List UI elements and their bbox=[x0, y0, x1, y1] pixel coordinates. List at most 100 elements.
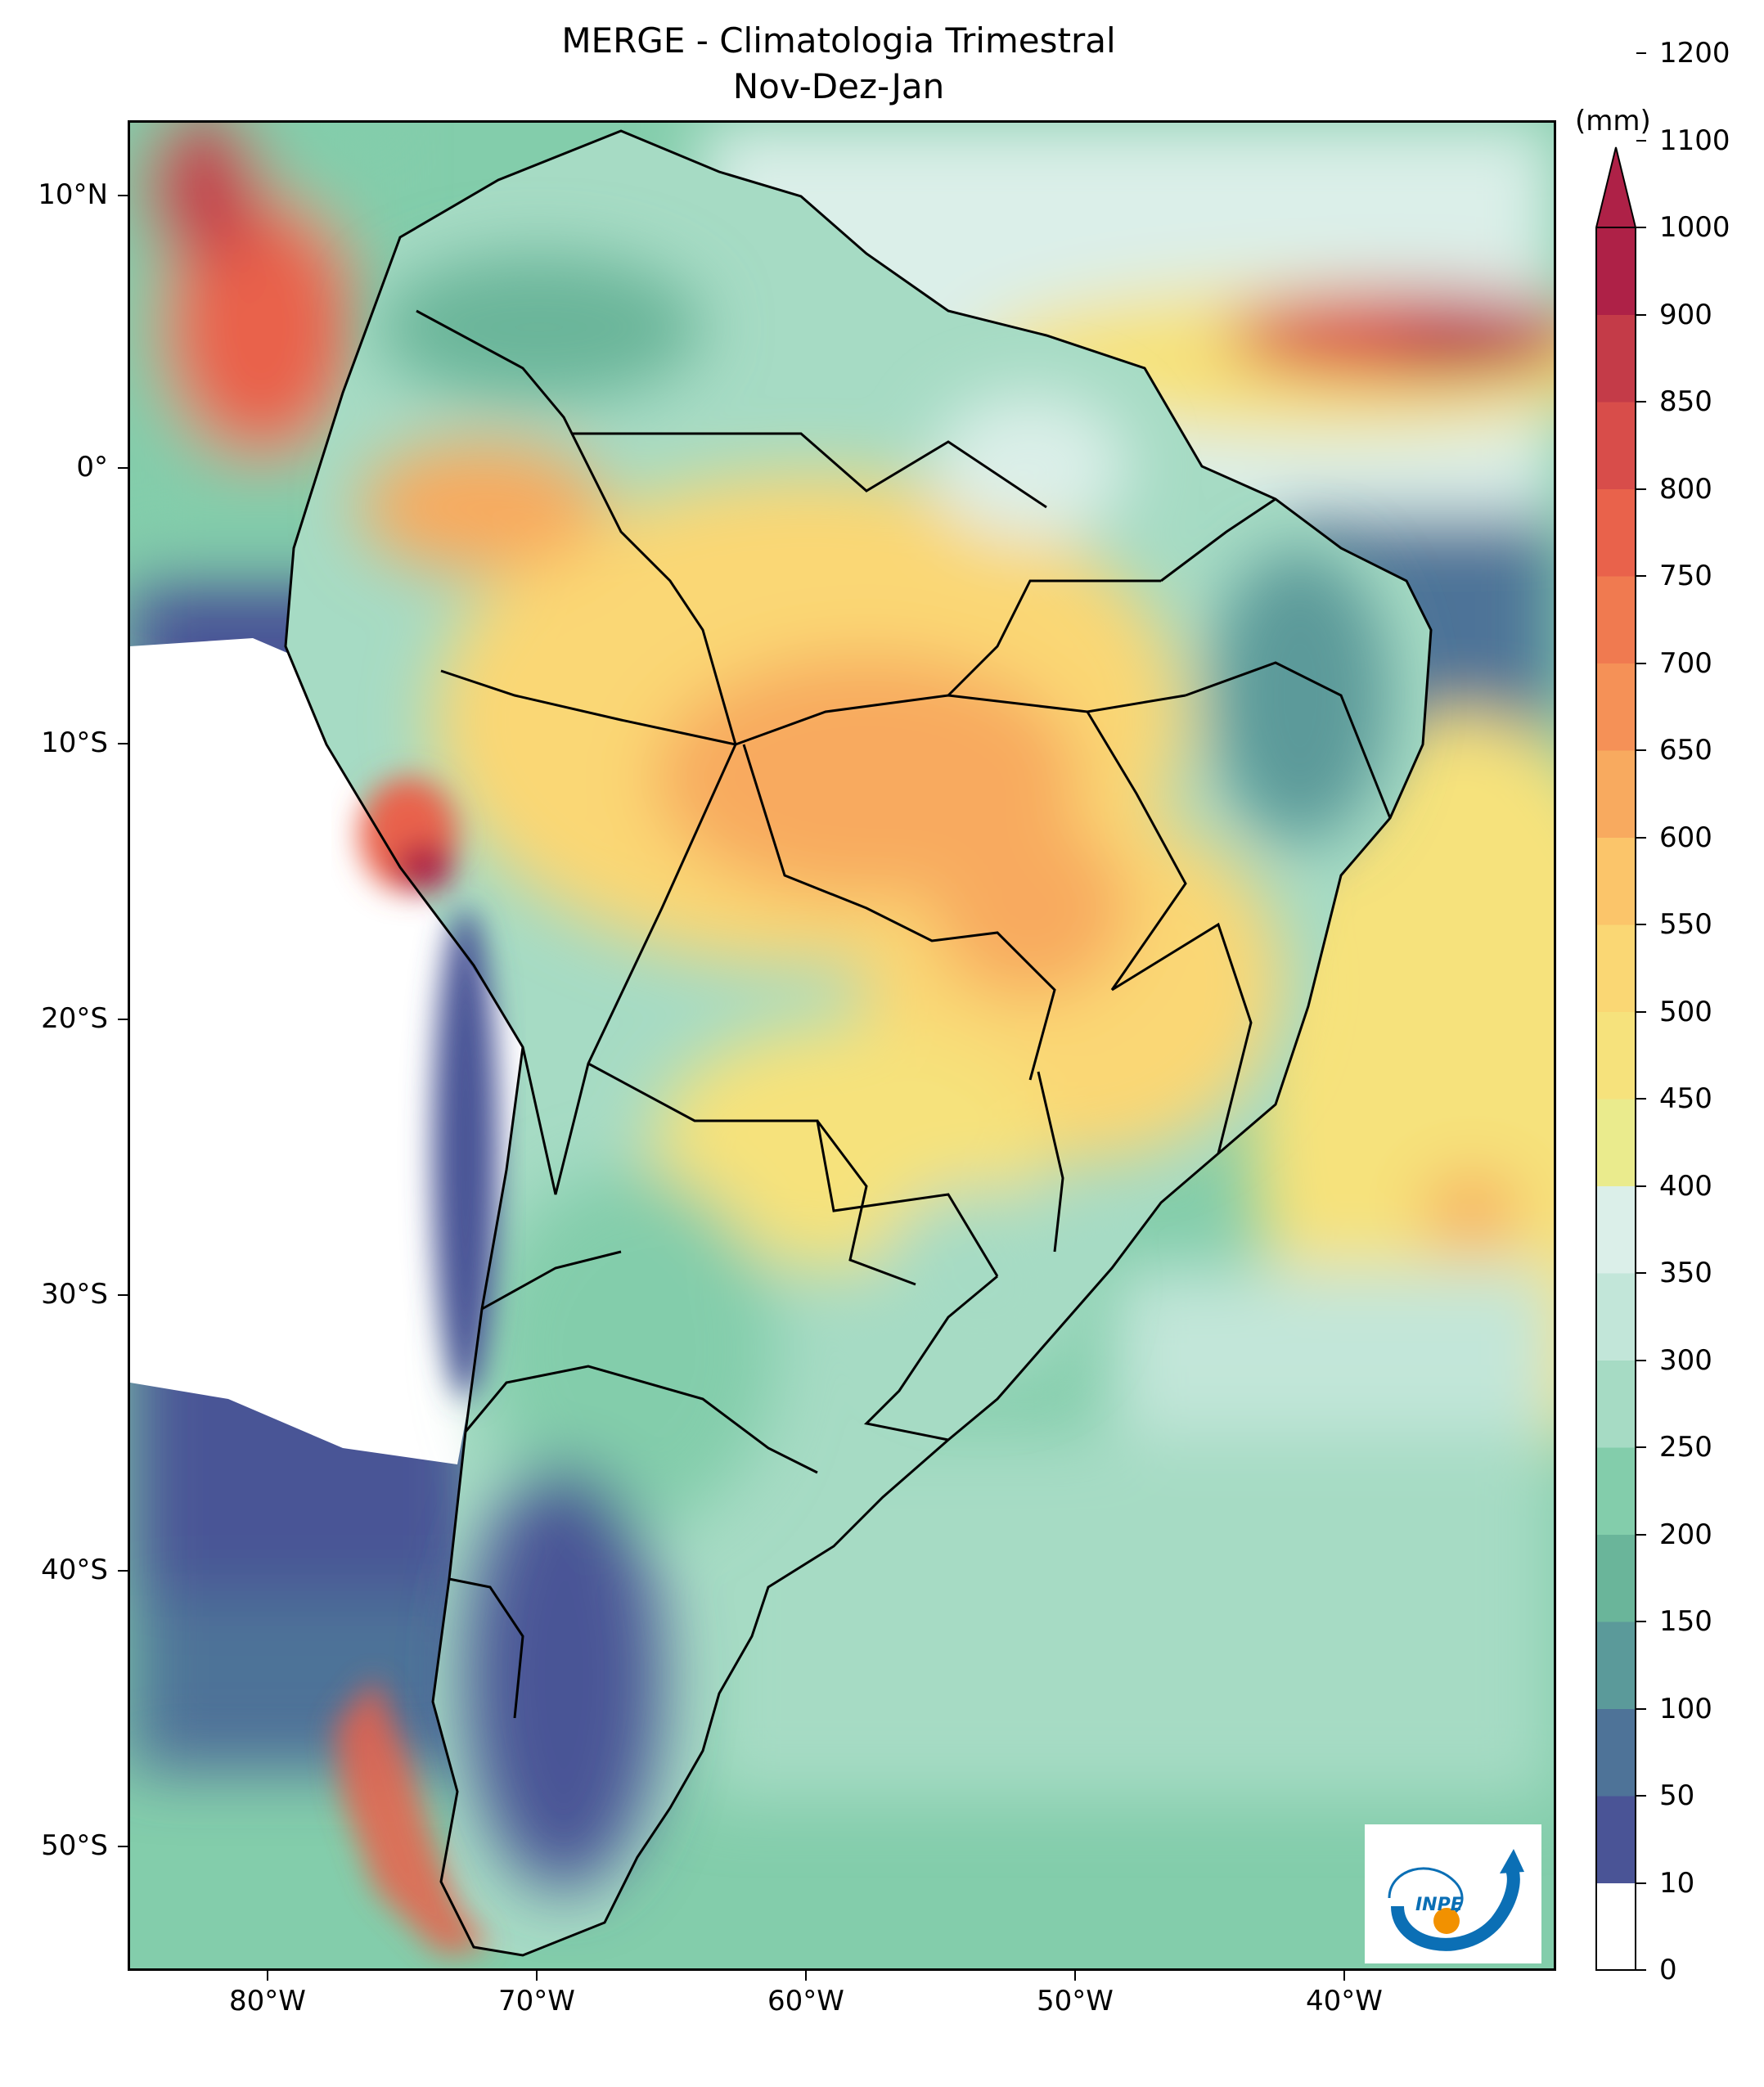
colorbar-tick bbox=[1636, 227, 1646, 228]
colorbar-tick bbox=[1636, 575, 1646, 577]
lat-tick-30s bbox=[118, 1294, 128, 1296]
south-america-land bbox=[286, 131, 1431, 1955]
lon-tick-60w bbox=[805, 1971, 807, 1981]
lat-tick-50s bbox=[118, 1846, 128, 1847]
map-subtitle: Nov-Dez-Jan bbox=[732, 66, 945, 106]
colorbar-bin-13 bbox=[1596, 750, 1636, 838]
colorbar-tick bbox=[1636, 749, 1646, 751]
lat-tick-10n bbox=[118, 195, 128, 196]
colorbar-tick-label: 1100 bbox=[1659, 124, 1730, 157]
lon-tick-50w bbox=[1074, 1971, 1076, 1981]
colorbar-tick bbox=[1636, 1185, 1646, 1187]
colorbar-tick-label: 350 bbox=[1659, 1257, 1712, 1289]
logo-arrow bbox=[1500, 1849, 1524, 1873]
colorbar-tick bbox=[1636, 662, 1646, 664]
colorbar-bin-5 bbox=[1596, 1447, 1636, 1535]
inpe-logo: INPE bbox=[1365, 1824, 1541, 1963]
precipitation-map bbox=[128, 120, 1556, 1971]
lat-label-30s: 30°S bbox=[41, 1278, 108, 1311]
colorbar-bin-16 bbox=[1596, 488, 1636, 577]
colorbar-tick-label: 700 bbox=[1659, 646, 1712, 680]
colorbar-tick bbox=[1636, 1098, 1646, 1100]
lat-label-10s: 10°S bbox=[41, 726, 108, 759]
colorbar-bin-9 bbox=[1596, 1099, 1636, 1186]
colorbar-tick bbox=[1636, 1533, 1646, 1536]
colorbar-tick-label: 550 bbox=[1659, 908, 1712, 941]
lon-label-80w: 80°W bbox=[229, 1985, 306, 2017]
lon-label-60w: 60°W bbox=[767, 1985, 844, 2017]
colorbar-bin-18 bbox=[1596, 314, 1636, 403]
colorbar-tick-label: 750 bbox=[1659, 560, 1712, 592]
colorbar-tick bbox=[1636, 1795, 1646, 1797]
colorbar-tick bbox=[1636, 52, 1646, 54]
colorbar-tick bbox=[1636, 488, 1646, 490]
colorbar-tick bbox=[1636, 836, 1646, 839]
colorbar-bin-3 bbox=[1596, 1621, 1636, 1709]
colorbar-tick-label: 10 bbox=[1659, 1866, 1695, 1900]
colorbar-tick bbox=[1636, 924, 1646, 925]
colorbar-tick-label: 100 bbox=[1659, 1692, 1712, 1725]
lon-tick-80w bbox=[267, 1971, 268, 1981]
colorbar-bin-7 bbox=[1596, 1273, 1636, 1361]
colorbar-tick-label: 200 bbox=[1659, 1518, 1712, 1551]
colorbar-tick-label: 650 bbox=[1659, 734, 1712, 767]
colorbar-bin-6 bbox=[1596, 1360, 1636, 1448]
colorbar-tick-label: 900 bbox=[1659, 298, 1712, 331]
colorbar-tick bbox=[1636, 1882, 1646, 1884]
colorbar-tick-label: 1200 bbox=[1659, 37, 1730, 70]
colorbar-tick-label: 500 bbox=[1659, 995, 1712, 1028]
colorbar-tick bbox=[1636, 1707, 1646, 1710]
inpe-logo-graphic: INPE bbox=[1388, 1849, 1524, 1951]
colorbar-tick-label: 250 bbox=[1659, 1431, 1712, 1464]
borders bbox=[284, 129, 1433, 1957]
colorbar-bin-19 bbox=[1596, 227, 1636, 315]
map-title: MERGE - Climatologia Trimestral bbox=[561, 20, 1116, 61]
colorbar-unit: (mm) bbox=[1575, 105, 1651, 137]
colorbar-extend-arrow bbox=[1595, 146, 1636, 228]
colorbar-tick-label: 450 bbox=[1659, 1082, 1712, 1115]
lat-label-40s: 40°S bbox=[41, 1554, 108, 1586]
colorbar-tick-label: 850 bbox=[1659, 385, 1712, 418]
lat-tick-0 bbox=[118, 467, 128, 469]
colorbar-bin-8 bbox=[1596, 1185, 1636, 1274]
colorbar-bin-0 bbox=[1596, 1882, 1636, 1971]
lat-label-0: 0° bbox=[76, 451, 108, 484]
colorbar-tick bbox=[1636, 1359, 1646, 1361]
lat-tick-20s bbox=[118, 1019, 128, 1020]
colorbar-outline bbox=[1595, 227, 1636, 1971]
logo-text: INPE bbox=[1415, 1895, 1463, 1915]
colorbar-tick-label: 150 bbox=[1659, 1605, 1712, 1638]
lon-label-70w: 70°W bbox=[498, 1985, 575, 2017]
lon-label-50w: 50°W bbox=[1037, 1985, 1114, 2017]
colorbar-tick bbox=[1636, 139, 1646, 142]
lon-tick-40w bbox=[1343, 1971, 1345, 1981]
colorbar-tick-label: 400 bbox=[1659, 1169, 1712, 1203]
logo-orbit bbox=[1388, 1867, 1464, 1916]
colorbar-bin-1 bbox=[1596, 1796, 1636, 1883]
colorbar-tick-label: 800 bbox=[1659, 472, 1712, 506]
colorbar-tick bbox=[1636, 1010, 1646, 1013]
colorbar-bin-10 bbox=[1596, 1011, 1636, 1100]
colorbar-bin-12 bbox=[1596, 837, 1636, 925]
colorbar-tick-label: 50 bbox=[1659, 1779, 1695, 1812]
colorbar-tick bbox=[1636, 401, 1646, 403]
lat-label-10n: 10°N bbox=[38, 178, 108, 211]
lon-label-40w: 40°W bbox=[1306, 1985, 1383, 2017]
colorbar-tick-label: 1000 bbox=[1659, 211, 1730, 244]
colorbar-tick bbox=[1636, 1446, 1646, 1448]
colorbar-tick-label: 600 bbox=[1659, 821, 1712, 854]
colorbar-bin-14 bbox=[1596, 663, 1636, 751]
colorbar-tick bbox=[1636, 1621, 1646, 1622]
colorbar-bin-2 bbox=[1596, 1708, 1636, 1797]
colorbar-bin-4 bbox=[1596, 1534, 1636, 1622]
colorbar bbox=[1595, 146, 1636, 1971]
lat-label-50s: 50°S bbox=[41, 1829, 108, 1862]
colorbar-bin-15 bbox=[1596, 576, 1636, 663]
colorbar-tick-label: 0 bbox=[1659, 1954, 1677, 1986]
lat-tick-10s bbox=[118, 743, 128, 744]
lat-label-20s: 20°S bbox=[41, 1002, 108, 1035]
colorbar-bin-11 bbox=[1596, 924, 1636, 1012]
lat-tick-40s bbox=[118, 1570, 128, 1572]
southern-chile-band bbox=[335, 1677, 490, 1955]
colorbar-bin-17 bbox=[1596, 402, 1636, 489]
